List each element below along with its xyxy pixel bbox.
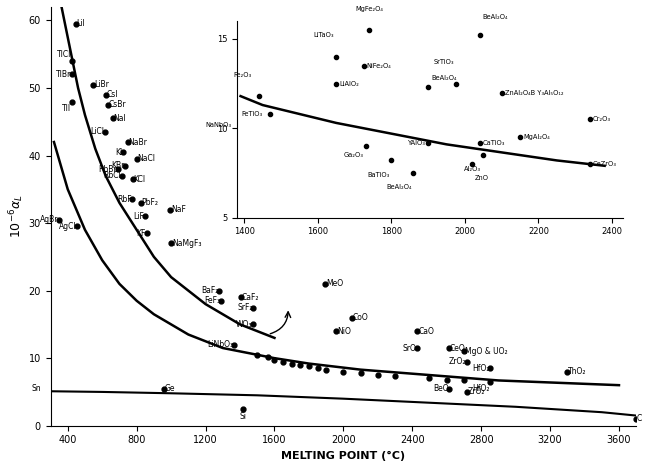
Text: Fe₂O₃: Fe₂O₃ (234, 72, 252, 78)
Text: MgAl₂O₄: MgAl₂O₄ (523, 134, 550, 140)
Text: BeO: BeO (433, 384, 448, 393)
Text: CaO: CaO (418, 327, 434, 336)
Text: CaTiO₃: CaTiO₃ (483, 139, 505, 146)
Text: ZrO₂: ZrO₂ (448, 357, 466, 366)
Text: BeAl₂O₄: BeAl₂O₄ (483, 15, 508, 21)
Text: CoO: CoO (352, 313, 369, 322)
Text: FeTiO₃: FeTiO₃ (241, 111, 263, 117)
Text: NaCl: NaCl (138, 154, 156, 163)
Text: CsI: CsI (106, 90, 118, 99)
Text: LiF: LiF (133, 212, 144, 221)
Text: CeZrO₃: CeZrO₃ (593, 161, 617, 167)
Text: LiAlO₂: LiAlO₂ (339, 80, 359, 87)
Text: TlBr: TlBr (56, 70, 71, 79)
Text: C: C (637, 415, 642, 424)
FancyArrowPatch shape (270, 312, 291, 334)
Text: NaNbO₃: NaNbO₃ (205, 122, 231, 128)
Text: KF: KF (136, 229, 146, 238)
Text: NaF: NaF (171, 205, 186, 214)
Text: LiTaO₃: LiTaO₃ (314, 32, 334, 38)
Text: HfO₂: HfO₂ (472, 384, 489, 393)
Text: LiNbO₃: LiNbO₃ (208, 340, 234, 349)
Text: AgCl: AgCl (59, 222, 77, 231)
Text: Sn: Sn (32, 384, 42, 393)
Text: ZnO: ZnO (475, 176, 489, 181)
Text: LiBr: LiBr (94, 80, 109, 89)
Text: AgBr: AgBr (40, 215, 58, 224)
Text: WO₃: WO₃ (236, 320, 252, 329)
Text: KI: KI (116, 148, 123, 157)
Text: Si: Si (239, 412, 246, 421)
Text: TlI: TlI (62, 104, 71, 113)
Y-axis label: $10^{-6}\alpha_L$: $10^{-6}\alpha_L$ (7, 194, 26, 238)
Text: BaTiO₃: BaTiO₃ (367, 172, 389, 178)
Text: NaI: NaI (114, 114, 126, 123)
Text: ZnAl₂O₄B Y₃Al₅O₁₂: ZnAl₂O₄B Y₃Al₅O₁₂ (505, 89, 563, 95)
Text: KBr: KBr (111, 161, 125, 170)
Text: MgFe₂O₄: MgFe₂O₄ (356, 6, 383, 12)
Text: SrTiO₃: SrTiO₃ (434, 59, 454, 65)
Text: SrF₂: SrF₂ (237, 303, 252, 312)
Text: SrO: SrO (403, 344, 417, 352)
Text: MeO: MeO (326, 279, 343, 288)
Text: NiO: NiO (337, 327, 351, 336)
Text: HfO₂: HfO₂ (472, 364, 489, 373)
Text: NaBr: NaBr (129, 138, 147, 146)
Text: BeAl₂O₄: BeAl₂O₄ (431, 75, 456, 81)
Text: MgO & UO₂: MgO & UO₂ (465, 347, 508, 356)
Text: RbCl: RbCl (104, 171, 121, 180)
Text: RbBr: RbBr (99, 165, 117, 174)
Text: NiFe₂O₄: NiFe₂O₄ (367, 63, 391, 69)
Text: YAlO₃: YAlO₃ (408, 139, 426, 146)
Text: Cr₂O₃: Cr₂O₃ (593, 117, 611, 122)
Text: FeF₃: FeF₃ (204, 296, 221, 305)
Text: CeO: CeO (450, 344, 465, 352)
Text: ThO₂: ThO₂ (568, 367, 587, 376)
Text: RbF: RbF (117, 195, 132, 204)
Text: ZrO₂: ZrO₂ (467, 388, 485, 396)
Text: BaF₂: BaF₂ (201, 286, 219, 295)
Text: CsBr: CsBr (109, 100, 127, 110)
Text: LiI: LiI (77, 19, 85, 29)
Text: BeAl₂O₄: BeAl₂O₄ (386, 184, 411, 190)
X-axis label: MELTING POINT (°C): MELTING POINT (°C) (281, 451, 406, 461)
Text: LiCl: LiCl (90, 127, 104, 136)
Text: NaMgF₃: NaMgF₃ (172, 239, 201, 248)
Text: PbF₂: PbF₂ (141, 198, 158, 207)
Text: CaF₂: CaF₂ (242, 293, 260, 302)
Text: Ge: Ge (165, 384, 175, 393)
Text: Ga₂O₃: Ga₂O₃ (344, 152, 363, 158)
Text: TlCl: TlCl (56, 50, 71, 58)
Text: Al₂O₃: Al₂O₃ (465, 166, 482, 172)
Text: KCl: KCl (133, 175, 145, 183)
